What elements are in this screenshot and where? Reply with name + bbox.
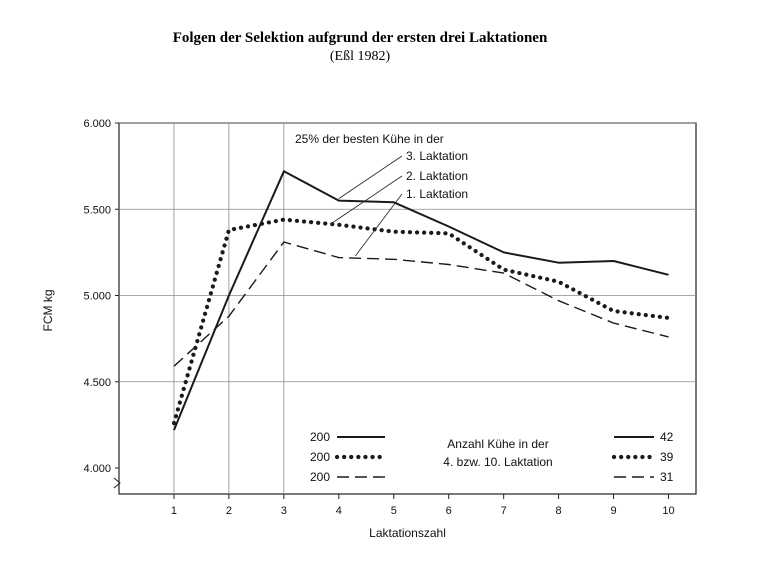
data-point: [173, 429, 174, 430]
data-point: [283, 241, 284, 242]
axis-break-mark: [113, 477, 121, 489]
x-tick-label: 3: [281, 505, 287, 517]
data-point: [173, 366, 174, 367]
legend-count-end: 31: [660, 470, 674, 484]
x-tick-label: 9: [611, 505, 617, 517]
data-point: [558, 300, 559, 301]
data-point: [338, 224, 339, 225]
chart-title: Folgen der Selektion aufgrund der ersten…: [172, 30, 548, 46]
chart-subtitle: (Eßl 1982): [329, 49, 391, 64]
series-name-label: 1. Laktation: [406, 187, 468, 201]
data-point: [503, 269, 504, 270]
x-tick-label: 1: [171, 505, 177, 517]
y-tick-label: 5.000: [83, 291, 111, 303]
series-name-label: 3. Laktation: [406, 149, 468, 163]
x-tick-label: 7: [501, 505, 507, 517]
data-point: [448, 233, 449, 234]
data-point: [558, 281, 559, 282]
data-point: [338, 200, 339, 201]
series-line-3: [173, 241, 669, 367]
data-point: [173, 423, 174, 424]
data-point: [503, 252, 504, 253]
count-label-line1: Anzahl Kühe in der: [447, 437, 548, 451]
annotation-group-label: 25% der besten Kühe in der: [295, 132, 444, 146]
data-point: [668, 317, 669, 318]
series-line-1: [173, 170, 669, 431]
y-tick-label: 4.500: [83, 377, 111, 389]
x-tick-label: 5: [391, 505, 397, 517]
data-point: [228, 229, 229, 230]
legend-count-start: 200: [310, 430, 330, 444]
data-point: [228, 316, 229, 317]
data-point: [393, 231, 394, 232]
y-tick-label: 5.500: [83, 204, 111, 216]
data-point: [613, 310, 614, 311]
data-point: [338, 257, 339, 258]
x-tick-label: 2: [226, 505, 232, 517]
x-tick-label: 4: [336, 505, 342, 517]
legend-count-end: 42: [660, 430, 674, 444]
x-tick-label: 8: [556, 505, 562, 517]
data-point: [668, 336, 669, 337]
count-label-line2: 4. bzw. 10. Laktation: [443, 455, 552, 469]
annotation-leader-line: [333, 175, 403, 223]
x-axis-title: Laktationszahl: [369, 526, 446, 540]
series-line-2: [171, 217, 671, 426]
data-point: [613, 260, 614, 261]
legend-count-start: 200: [310, 450, 330, 464]
data-point: [448, 226, 449, 227]
data-point: [393, 259, 394, 260]
y-tick-label: 4.000: [83, 463, 111, 475]
data-point: [668, 274, 669, 275]
data-point: [393, 202, 394, 203]
series-name-label: 2. Laktation: [406, 169, 468, 183]
data-point: [283, 219, 284, 220]
x-tick-label: 6: [446, 505, 452, 517]
y-axis-title: FCM kg: [41, 290, 55, 332]
x-tick-label: 10: [662, 505, 674, 517]
data-point: [558, 262, 559, 263]
data-point: [503, 272, 504, 273]
data-point: [283, 171, 284, 172]
legend-count-end: 39: [660, 450, 674, 464]
annotation-leader-line: [354, 193, 403, 257]
legend-count-start: 200: [310, 470, 330, 484]
title-block: Folgen der Selektion aufgrund der ersten…: [0, 28, 720, 66]
y-tick-label: 6.000: [83, 118, 111, 130]
data-point: [228, 295, 229, 296]
data-point: [613, 323, 614, 324]
annotation-leader-line: [338, 155, 403, 199]
data-point: [448, 264, 449, 265]
